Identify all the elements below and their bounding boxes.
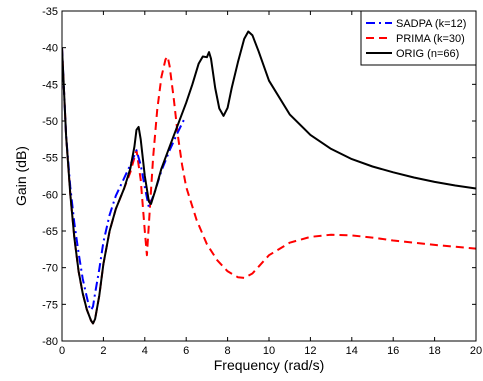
legend-label-sadpa: SADPA (k=12) — [396, 18, 466, 30]
y-tick-label: -70 — [42, 263, 58, 275]
x-tick-label: 16 — [387, 345, 399, 357]
y-tick-label: -45 — [42, 79, 58, 91]
y-axis-title: Gain (dB) — [13, 146, 29, 206]
x-tick-label: 6 — [183, 345, 189, 357]
x-tick-label: 0 — [59, 345, 65, 357]
x-tick-label: 20 — [470, 345, 482, 357]
x-tick-label: 12 — [304, 345, 316, 357]
x-tick-label: 18 — [428, 345, 440, 357]
x-tick-label: 4 — [142, 345, 148, 357]
legend-label-prima: PRIMA (k=30) — [396, 33, 465, 45]
y-tick-label: -50 — [42, 116, 58, 128]
x-tick-label: 10 — [263, 345, 275, 357]
x-tick-label: 8 — [225, 345, 231, 357]
y-tick-label: -75 — [42, 299, 58, 311]
legend: SADPA (k=12) PRIMA (k=30) ORIG (n=66) — [361, 11, 476, 65]
y-tick-label: -35 — [42, 6, 58, 18]
x-axis-title: Frequency (rad/s) — [214, 357, 324, 373]
y-tick-label: -60 — [42, 189, 58, 201]
x-tick-label: 2 — [100, 345, 106, 357]
legend-label-orig: ORIG (n=66) — [396, 48, 459, 60]
y-tick-label: -55 — [42, 153, 58, 165]
y-tick-label: -80 — [42, 336, 58, 348]
y-tick-label: -40 — [42, 43, 58, 55]
x-tick-label: 14 — [346, 345, 358, 357]
y-tick-label: -65 — [42, 226, 58, 238]
